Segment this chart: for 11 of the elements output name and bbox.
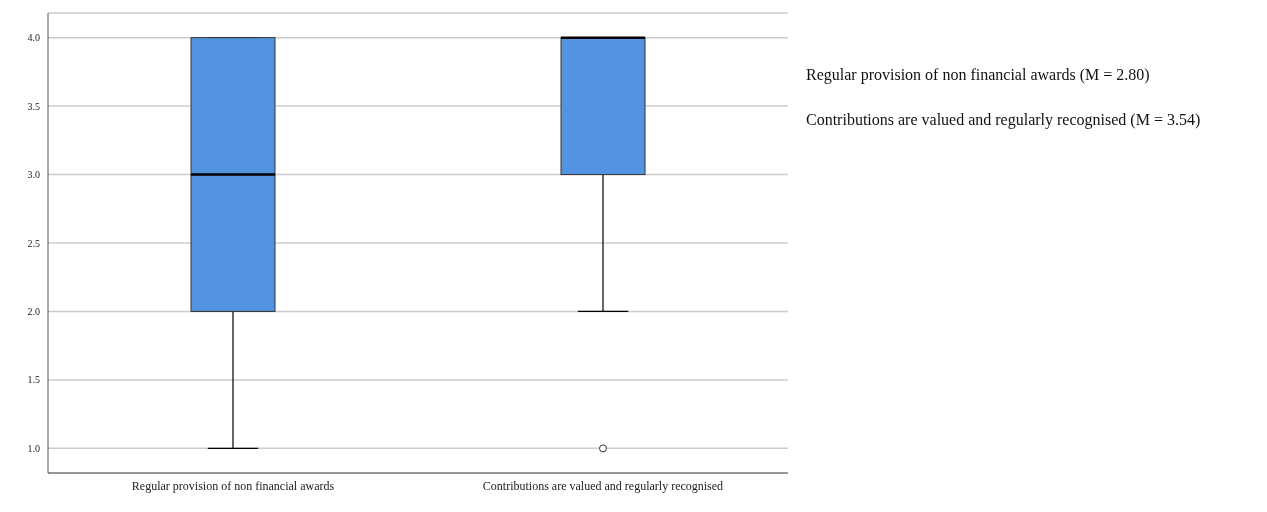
y-tick-label: 4.0 [27,32,40,44]
y-tick-label: 2.0 [27,306,40,317]
x-tick-label: Regular provision of non financial awards [131,478,335,493]
y-tick-label: 1.5 [27,374,40,386]
x-tick-label: Contributions are valued and regularly recognised [482,478,724,493]
y-tick-label: 1.0 [27,442,40,454]
y-tick-label: 2.5 [27,237,40,249]
text: Contributions are valued and regularly recognised (M = 3.54) [806,111,1201,129]
text: Regular provision of non financial awards (M = 2.80) [806,66,1151,84]
y-tick-label: 3.5 [27,100,40,112]
y-tick-label: 3.0 [27,169,40,181]
